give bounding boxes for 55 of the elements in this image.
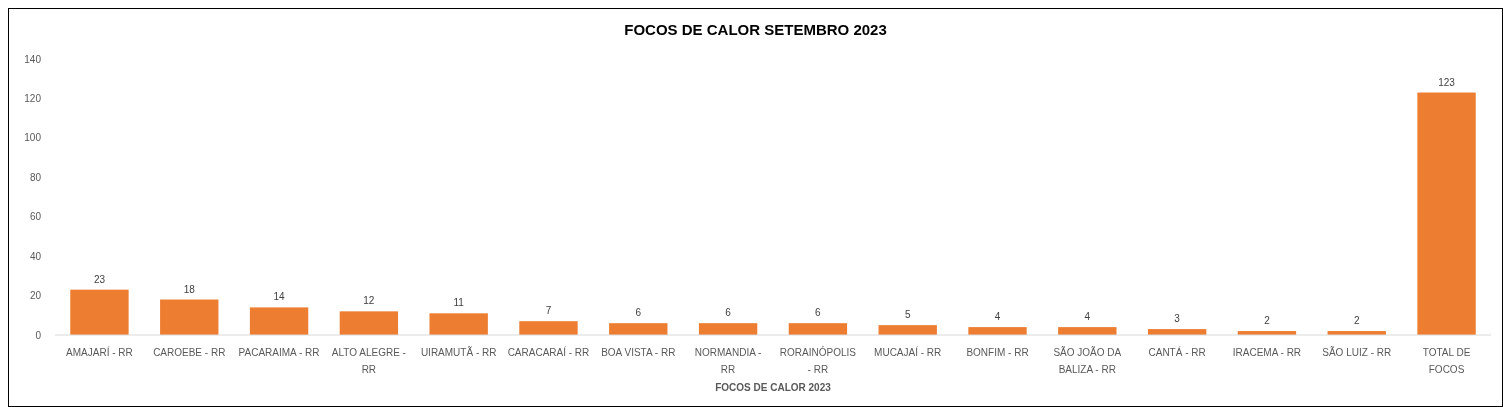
y-tick-label: 140 <box>24 53 42 65</box>
y-tick-label: 80 <box>29 171 42 183</box>
x-tick-label: NORMANDIA - RR <box>694 347 762 375</box>
bar <box>1058 327 1117 335</box>
bar <box>1417 92 1476 335</box>
x-tick-label: UIRAMUTÃ - RR <box>420 346 497 358</box>
data-label: 14 <box>273 291 286 303</box>
x-axis-title: FOCOS DE CALOR 2023 <box>715 382 832 393</box>
y-tick-label: 20 <box>29 290 42 302</box>
data-label: 12 <box>363 295 375 307</box>
bar <box>968 327 1027 335</box>
bar <box>249 307 309 335</box>
bar <box>788 323 848 335</box>
x-tick-label: BONFIM - RR <box>966 347 1029 358</box>
x-tick-label: ALTO ALEGRE - RR <box>331 347 406 375</box>
data-label: 4 <box>994 311 1001 323</box>
bar <box>160 299 219 335</box>
data-label: 3 <box>1174 313 1181 325</box>
x-tick-label: RORAINÓPOLIS - RR <box>779 346 857 375</box>
bar <box>519 321 578 335</box>
data-label: 2 <box>1353 315 1360 327</box>
x-tick-label: CARACARAÍ - RR <box>507 346 590 358</box>
data-label: 11 <box>453 297 465 309</box>
x-tick-label: MUCAJAÍ - RR <box>874 346 942 358</box>
data-label: 7 <box>545 305 552 317</box>
data-label: 5 <box>904 309 911 321</box>
x-tick-label: SÃO JOÃO DA BALIZA - RR <box>1053 346 1122 375</box>
x-tick-label: TOTAL DE FOCOS <box>1422 347 1471 375</box>
x-tick-label: IRACEMA - RR <box>1232 347 1302 358</box>
data-label: 6 <box>635 307 642 319</box>
data-label: 6 <box>815 307 822 319</box>
bar <box>70 289 129 335</box>
bar <box>339 311 399 335</box>
y-tick-label: 120 <box>24 92 42 104</box>
x-tick-label: CANTÁ - RR <box>1148 346 1206 358</box>
bar <box>878 325 937 335</box>
data-label: 2 <box>1264 315 1271 327</box>
bar <box>429 313 488 335</box>
y-tick-label: 40 <box>29 250 42 262</box>
x-tick-label: SÃO LUIZ - RR <box>1322 346 1392 358</box>
y-tick-label: 0 <box>35 329 42 341</box>
data-label: 123 <box>1438 76 1456 88</box>
y-tick-label: 100 <box>24 132 42 144</box>
data-label: 18 <box>183 283 196 295</box>
x-tick-label: BOA VISTA - RR <box>601 347 676 358</box>
bar <box>609 323 668 335</box>
data-label: 4 <box>1084 311 1091 323</box>
bar <box>698 323 758 335</box>
chart-title: FOCOS DE CALOR SETEMBRO 2023 <box>624 21 887 38</box>
x-tick-label: PACARAIMA - RR <box>238 347 320 358</box>
x-tick-label: AMAJARÍ - RR <box>66 346 133 358</box>
y-tick-label: 60 <box>29 211 42 223</box>
data-label: 23 <box>93 273 106 285</box>
x-tick-label: CAROEBE - RR <box>153 347 226 358</box>
data-label: 6 <box>725 307 732 319</box>
